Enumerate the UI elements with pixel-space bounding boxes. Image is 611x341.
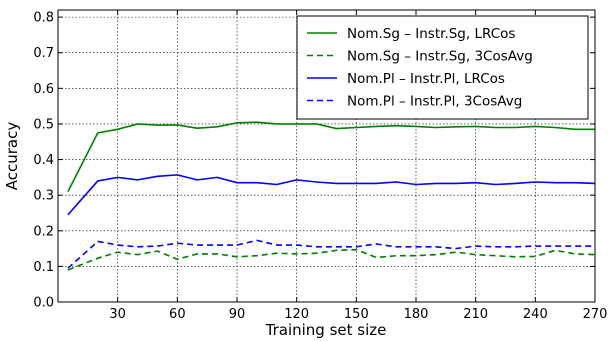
series-line-4 <box>67 239 595 269</box>
y-tick-label: 0.4 <box>33 153 54 168</box>
y-tick-label: 0.6 <box>33 82 54 97</box>
legend-label: Nom.Sg – Instr.Sg, 3CosAvg <box>347 49 533 65</box>
x-tick-label: 60 <box>169 307 186 322</box>
x-tick-label: 90 <box>229 307 246 322</box>
x-tick-label: 30 <box>109 307 126 322</box>
legend-label: Nom.Pl – Instr.Pl, LRCos <box>347 71 505 87</box>
x-tick-label: 210 <box>463 307 488 322</box>
x-tick-label: 270 <box>583 307 608 322</box>
y-tick-label: 0.0 <box>33 296 54 311</box>
axis-ticks: 30 60 90 120 150 180 210 240 270 0.0 0.1 0.2 0.3 0.4 0… <box>33 10 607 322</box>
plot-frame <box>57 9 596 303</box>
x-axis-title: Training set size <box>265 321 387 339</box>
y-tick-label: 0.2 <box>33 224 54 239</box>
series-line-2 <box>67 248 596 271</box>
series-line-3 <box>67 174 596 216</box>
x-tick-label: 150 <box>344 307 369 322</box>
y-tick-label: 0.3 <box>33 189 54 204</box>
series-line-1 <box>67 121 595 192</box>
legend-label: Nom.Sg – Instr.Sg, LRCos <box>347 26 515 42</box>
legend: Nom.Sg – Instr.Sg, LRCos Nom.Sg – Instr.S… <box>296 15 589 120</box>
y-tick-label: 0.8 <box>33 11 54 26</box>
y-tick-label: 0.5 <box>33 117 54 132</box>
x-tick-label: 180 <box>404 307 429 322</box>
x-tick-label: 240 <box>523 307 548 322</box>
y-tick-label: 0.1 <box>33 260 54 275</box>
x-tick-label: 120 <box>284 307 309 322</box>
legend-label: Nom.Pl – Instr.Pl, 3CosAvg <box>347 94 522 110</box>
y-axis-title: Accuracy <box>3 122 21 191</box>
series-lines <box>67 121 596 271</box>
legend-box <box>296 15 589 120</box>
y-tick-label: 0.7 <box>33 46 54 61</box>
